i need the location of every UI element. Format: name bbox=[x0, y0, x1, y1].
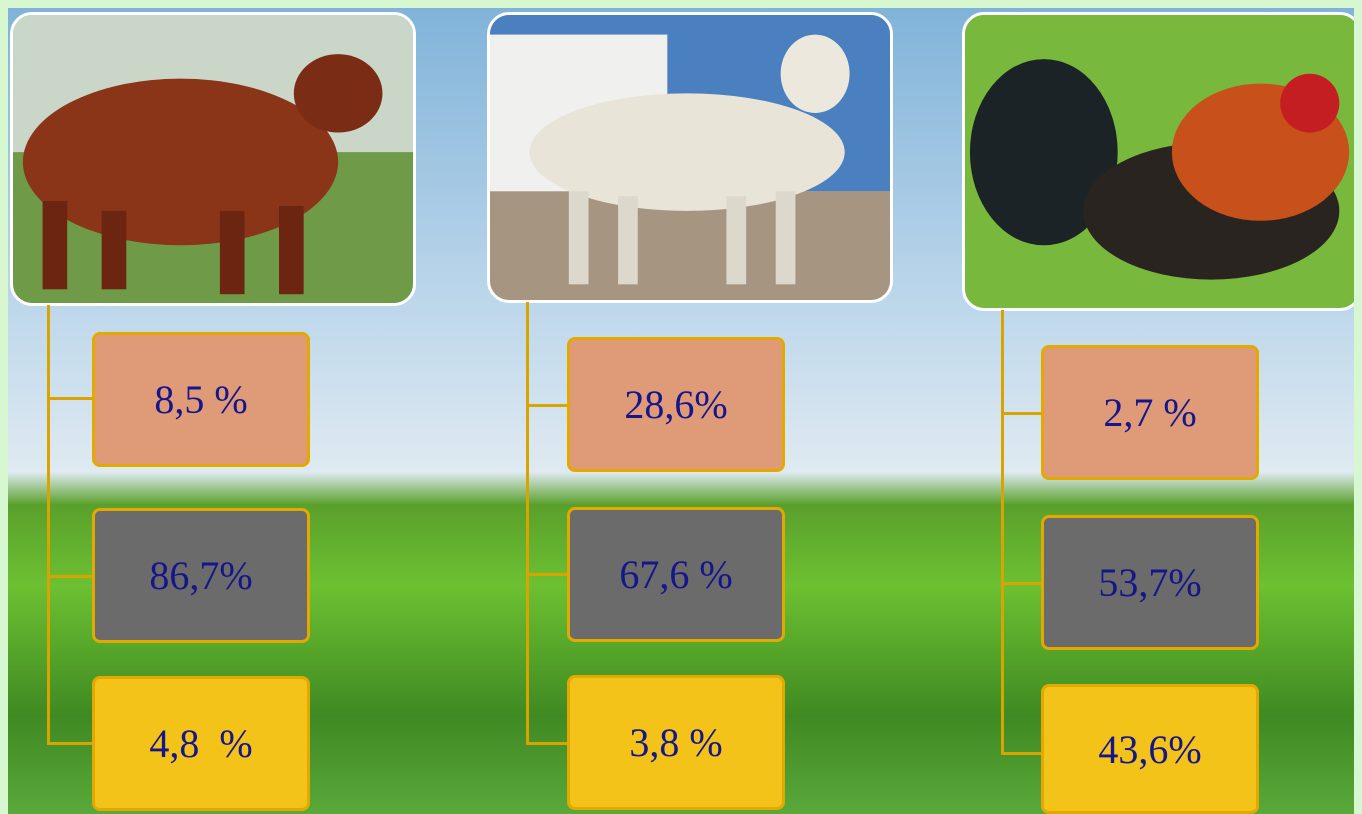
connector bbox=[47, 305, 50, 745]
connector bbox=[1001, 582, 1042, 585]
connector bbox=[47, 575, 93, 578]
connector bbox=[1001, 310, 1004, 755]
share-box: 4,8 % bbox=[92, 676, 310, 811]
connector bbox=[526, 573, 568, 576]
connector bbox=[47, 742, 93, 745]
share-box: 86,7% bbox=[92, 508, 310, 643]
share-box: 8,5 % bbox=[92, 332, 310, 467]
connector bbox=[47, 397, 93, 400]
connector bbox=[526, 404, 568, 407]
share-box: 43,6% bbox=[1041, 684, 1259, 814]
share-box: 2,7 % bbox=[1041, 345, 1259, 480]
bull-photo bbox=[10, 12, 416, 306]
share-box: 28,6% bbox=[567, 337, 785, 472]
connector bbox=[526, 302, 529, 745]
share-box: 3,8 % bbox=[567, 675, 785, 810]
rooster-photo bbox=[962, 12, 1362, 311]
connector bbox=[1001, 412, 1042, 415]
sheep-photo bbox=[487, 12, 893, 303]
share-box: 53,7% bbox=[1041, 515, 1259, 650]
share-box: 67,6 % bbox=[567, 507, 785, 642]
connector bbox=[1001, 752, 1042, 755]
connector bbox=[526, 742, 568, 745]
